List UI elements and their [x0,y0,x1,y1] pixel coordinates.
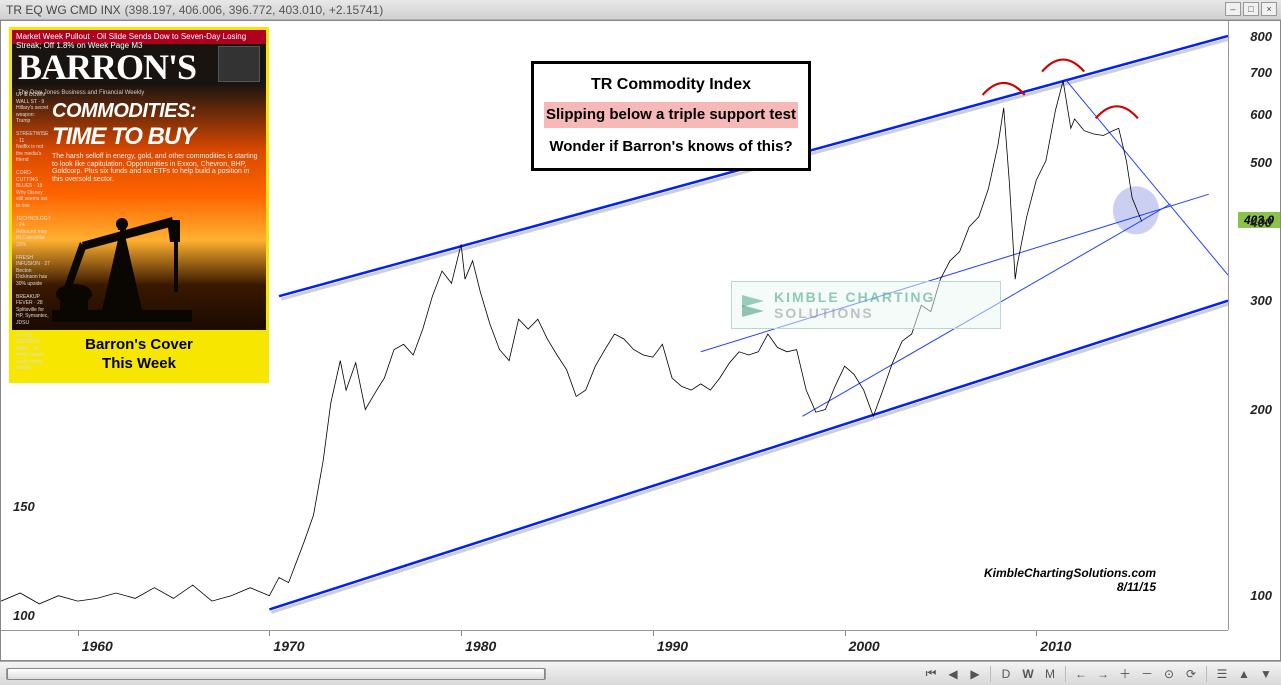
x-tick-label: 1960 [82,638,113,654]
period-week-button[interactable]: W [1019,665,1037,683]
symbol-text: TR EQ WG CMD INX [6,3,121,17]
y-axis: 403.0 100200300400500600700800 [1228,21,1280,630]
y-tick-label: 600 [1250,107,1272,122]
mag-banner: Market Week Pullout [16,32,90,41]
pumpjack-silhouette-icon [52,192,192,322]
scroll-down-icon[interactable]: ▼ [1257,665,1275,683]
title-bar: TR EQ WG CMD INX (398.197, 406.006, 396.… [0,0,1281,20]
timeline-scrollbar[interactable] [6,668,546,680]
credit-line1: KimbleChartingSolutions.com [984,566,1156,580]
zoom-fit-icon[interactable]: ⊙ [1160,665,1178,683]
zoom-in-icon[interactable]: ＋ [1116,665,1134,683]
x-axis: 1960 1970 1980 1990 2000 2010 [1,630,1228,660]
x-tick-label: 1990 [657,638,688,654]
list-icon[interactable]: ☰ [1213,665,1231,683]
maximize-button[interactable]: □ [1243,2,1259,16]
credit-line2: 8/11/15 [984,580,1156,594]
close-button[interactable]: × [1261,2,1277,16]
bottom-toolbar: ⏮ ◀ ▶ D W M ← → ＋ － ⊙ ⟳ ☰ ▲ ▼ [0,661,1281,685]
mag-headline-2: TIME TO BUY [12,123,266,151]
credit-text: KimbleChartingSolutions.com 8/11/15 [984,566,1156,594]
nav-left-icon[interactable]: ← [1072,665,1090,683]
mag-caption: Barron's CoverThis Week [12,330,266,380]
zoom-out-icon[interactable]: － [1138,665,1156,683]
ohlc-text: (398.197, 406.006, 396.772, 403.010, +2.… [125,3,384,17]
x-tick-label: 1980 [465,638,496,654]
nav-prev-icon[interactable]: ◀ [944,665,962,683]
period-month-button[interactable]: M [1041,665,1059,683]
nav-right-icon[interactable]: → [1094,665,1112,683]
y-tick-label-left: 150 [13,499,35,514]
mag-headline-1: COMMODITIES: [12,96,266,123]
refresh-icon[interactable]: ⟳ [1182,665,1200,683]
x-tick-label: 1970 [273,638,304,654]
period-day-button[interactable]: D [997,665,1015,683]
wm-line1: KIMBLE CHARTING [774,289,935,305]
mag-blurb: The harsh selloff in energy, gold, and o… [12,151,266,184]
mag-sidebar: UP & DOWN WALL ST · 9Hillary's secret we… [16,92,50,372]
magazine-cover-overlay: Market Week Pullout · Oil Slide Sends Do… [9,27,269,383]
annot-title: TR Commodity Index [544,76,798,94]
x-tick-label: 2000 [849,638,880,654]
y-tick-label: 200 [1250,402,1272,417]
y-tick-label: 500 [1250,155,1272,170]
scroll-up-icon[interactable]: ▲ [1235,665,1253,683]
nav-next-icon[interactable]: ▶ [966,665,984,683]
mag-thumb-image [218,46,260,82]
y-tick-label: 100 [1250,588,1272,603]
plot-area[interactable]: Market Week Pullout · Oil Slide Sends Do… [1,21,1228,630]
x-tick-label: 2010 [1040,638,1071,654]
watermark-logo-icon [740,287,768,323]
minimize-button[interactable]: – [1225,2,1241,16]
annot-highlight: Slipping below a triple support test [544,102,798,128]
y-tick-label: 400 [1250,215,1272,230]
watermark: KIMBLE CHARTING SOLUTIONS [731,281,1001,329]
nav-first-icon[interactable]: ⏮ [922,665,940,683]
wm-line2: SOLUTIONS [774,305,935,321]
chart-container: Market Week Pullout · Oil Slide Sends Do… [0,20,1281,661]
y-tick-label-left: 100 [13,608,35,623]
annot-text: Wonder if Barron's knows of this? [544,138,798,156]
y-tick-label: 700 [1250,65,1272,80]
y-tick-label: 800 [1250,29,1272,44]
y-tick-label: 300 [1250,293,1272,308]
annotation-box: TR Commodity Index Slipping below a trip… [531,61,811,171]
